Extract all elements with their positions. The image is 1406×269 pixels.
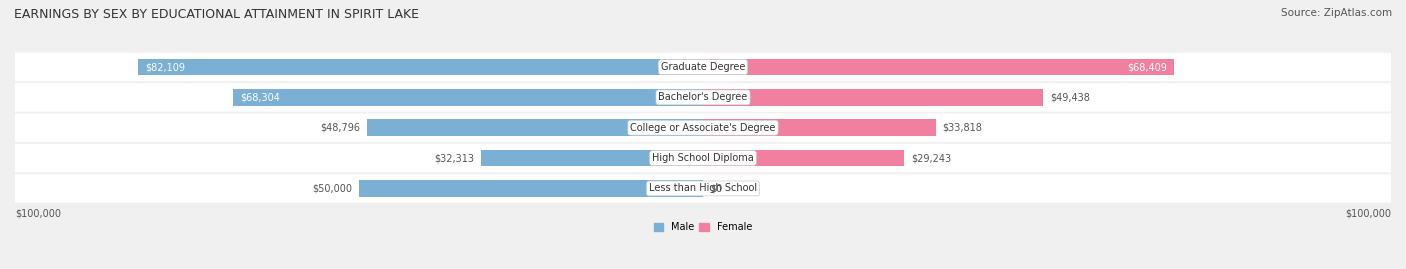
Text: Bachelor's Degree: Bachelor's Degree	[658, 92, 748, 102]
Text: $32,313: $32,313	[434, 153, 474, 163]
FancyBboxPatch shape	[15, 174, 1391, 203]
Text: $100,000: $100,000	[1346, 208, 1391, 218]
Bar	[359, 180, 703, 197]
Text: $68,304: $68,304	[240, 92, 280, 102]
FancyBboxPatch shape	[15, 53, 1391, 81]
Text: High School Diploma: High School Diploma	[652, 153, 754, 163]
Text: $33,818: $33,818	[942, 123, 983, 133]
Text: $68,409: $68,409	[1126, 62, 1167, 72]
FancyBboxPatch shape	[15, 114, 1391, 142]
FancyBboxPatch shape	[15, 144, 1391, 172]
Text: $82,109: $82,109	[145, 62, 186, 72]
Bar	[138, 59, 703, 75]
Text: EARNINGS BY SEX BY EDUCATIONAL ATTAINMENT IN SPIRIT LAKE: EARNINGS BY SEX BY EDUCATIONAL ATTAINMEN…	[14, 8, 419, 21]
Text: College or Associate's Degree: College or Associate's Degree	[630, 123, 776, 133]
Text: $49,438: $49,438	[1050, 92, 1090, 102]
Text: Source: ZipAtlas.com: Source: ZipAtlas.com	[1281, 8, 1392, 18]
Legend: Male, Female: Male, Female	[654, 222, 752, 232]
Text: $50,000: $50,000	[312, 183, 352, 193]
Text: Less than High School: Less than High School	[650, 183, 756, 193]
Bar	[703, 59, 1174, 75]
Text: $48,796: $48,796	[321, 123, 360, 133]
Text: $100,000: $100,000	[15, 208, 60, 218]
FancyBboxPatch shape	[15, 83, 1391, 112]
Text: $29,243: $29,243	[911, 153, 952, 163]
Bar	[703, 150, 904, 167]
Bar	[367, 119, 703, 136]
Text: $0: $0	[710, 183, 723, 193]
Text: Graduate Degree: Graduate Degree	[661, 62, 745, 72]
Bar	[481, 150, 703, 167]
Bar	[703, 89, 1043, 106]
Bar	[703, 119, 935, 136]
Bar	[233, 89, 703, 106]
